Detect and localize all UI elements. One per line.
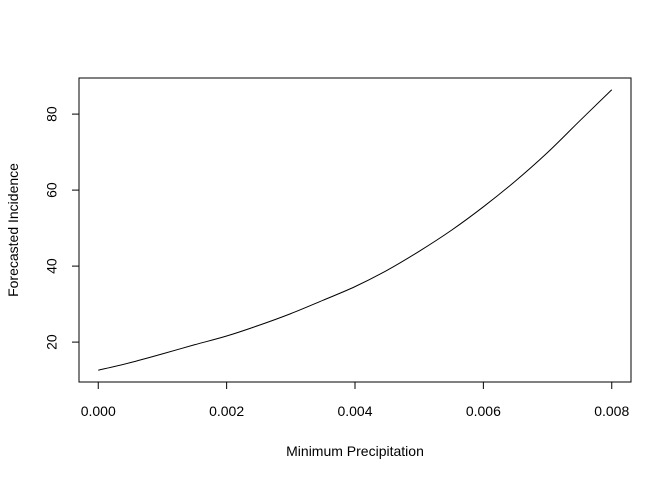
x-tick-label: 0.000 <box>81 403 116 419</box>
y-tick-label: 80 <box>44 106 60 122</box>
series-line <box>98 89 613 371</box>
plot-frame <box>78 77 632 383</box>
x-tick-label: 0.004 <box>337 403 372 419</box>
y-axis-title: Forecasted Incidence <box>5 163 21 297</box>
y-tick-label: 40 <box>44 258 60 274</box>
x-axis: 0.000 0.002 0.004 0.006 0.008 <box>81 381 629 419</box>
y-tick-label: 60 <box>44 182 60 198</box>
y-axis: 20 40 60 80 <box>44 106 80 350</box>
x-tick-label: 0.002 <box>209 403 244 419</box>
x-tick-label: 0.008 <box>594 403 629 419</box>
x-tick-label: 0.006 <box>466 403 501 419</box>
y-tick-label: 20 <box>44 334 60 350</box>
x-axis-title: Minimum Precipitation <box>286 443 424 459</box>
